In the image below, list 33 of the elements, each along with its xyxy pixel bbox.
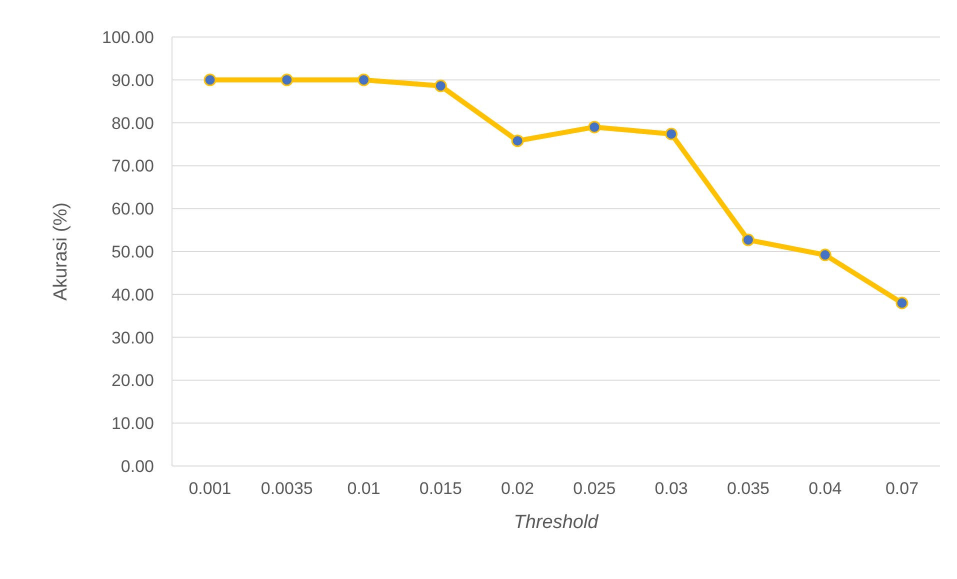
- y-tick-label: 30.00: [111, 328, 154, 348]
- y-tick-label: 60.00: [111, 200, 154, 219]
- point: [742, 234, 754, 246]
- y-tick-label: 20.00: [111, 371, 154, 390]
- point: [588, 120, 601, 134]
- y-tick-label: 70.00: [111, 156, 154, 176]
- point: [204, 74, 216, 86]
- x-tick-label: 0.035: [726, 479, 770, 498]
- point: [434, 80, 447, 92]
- y-tick-label: 90.00: [111, 70, 154, 90]
- y-tick-label: 100.00: [102, 28, 154, 48]
- x-tick-label: 0.0035: [260, 479, 313, 498]
- y-tick-label: 10.00: [111, 414, 154, 434]
- point: [896, 296, 908, 310]
- x-tick-label: 0.04: [808, 479, 842, 498]
- point: [665, 128, 678, 140]
- point: [511, 134, 524, 148]
- y-tick-label: 80.00: [111, 114, 154, 133]
- y-tick-label: 40.00: [111, 285, 154, 304]
- x-tick-label: 0.015: [419, 479, 462, 498]
- x-tick-label: 0.01: [347, 479, 380, 498]
- y-tick-label: 50.00: [111, 242, 154, 262]
- point: [280, 74, 294, 86]
- x-axis-title: Threshold: [514, 512, 600, 533]
- x-tick-label: 0.025: [573, 479, 616, 498]
- point: [358, 74, 370, 86]
- x-tick-label: 0.07: [885, 479, 919, 498]
- y-axis-title: Akurasi (%): [50, 202, 72, 301]
- y-tick-label: 0.00: [120, 457, 154, 476]
- x-tick-label: 0.03: [654, 479, 688, 498]
- x-tick-label: 0.02: [501, 479, 534, 498]
- x-tick-label: 0.001: [188, 479, 232, 498]
- point: [818, 248, 832, 262]
